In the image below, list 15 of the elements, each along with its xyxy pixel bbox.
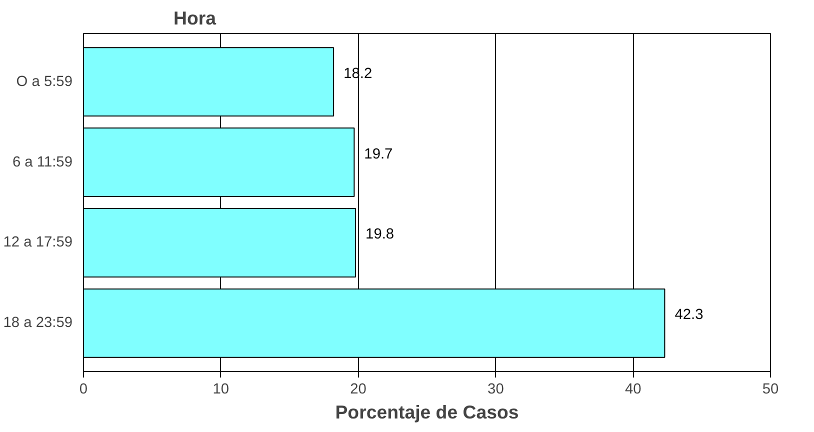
x-tick-label: 0: [79, 382, 88, 398]
x-tick-label: 30: [488, 382, 504, 398]
data-label: 19.7: [364, 146, 393, 162]
data-label: 42.3: [674, 307, 704, 324]
y-tick-label: 12 a 17:59: [3, 234, 73, 251]
x-tick-label: 50: [762, 382, 779, 398]
y-axis-title: Hora: [174, 8, 217, 28]
y-tick-label: 18 a 23:59: [3, 315, 73, 332]
x-tick-label: 40: [624, 382, 642, 398]
data-label: 19.8: [366, 226, 394, 243]
x-tick-label: 10: [212, 382, 230, 398]
y-tick-label: 6 a 11:59: [12, 154, 73, 170]
x-tick-label: 20: [350, 382, 366, 398]
y-tick-label: O a 5:59: [16, 74, 73, 90]
x-axis-title: Porcentaje de Casos: [335, 402, 519, 422]
